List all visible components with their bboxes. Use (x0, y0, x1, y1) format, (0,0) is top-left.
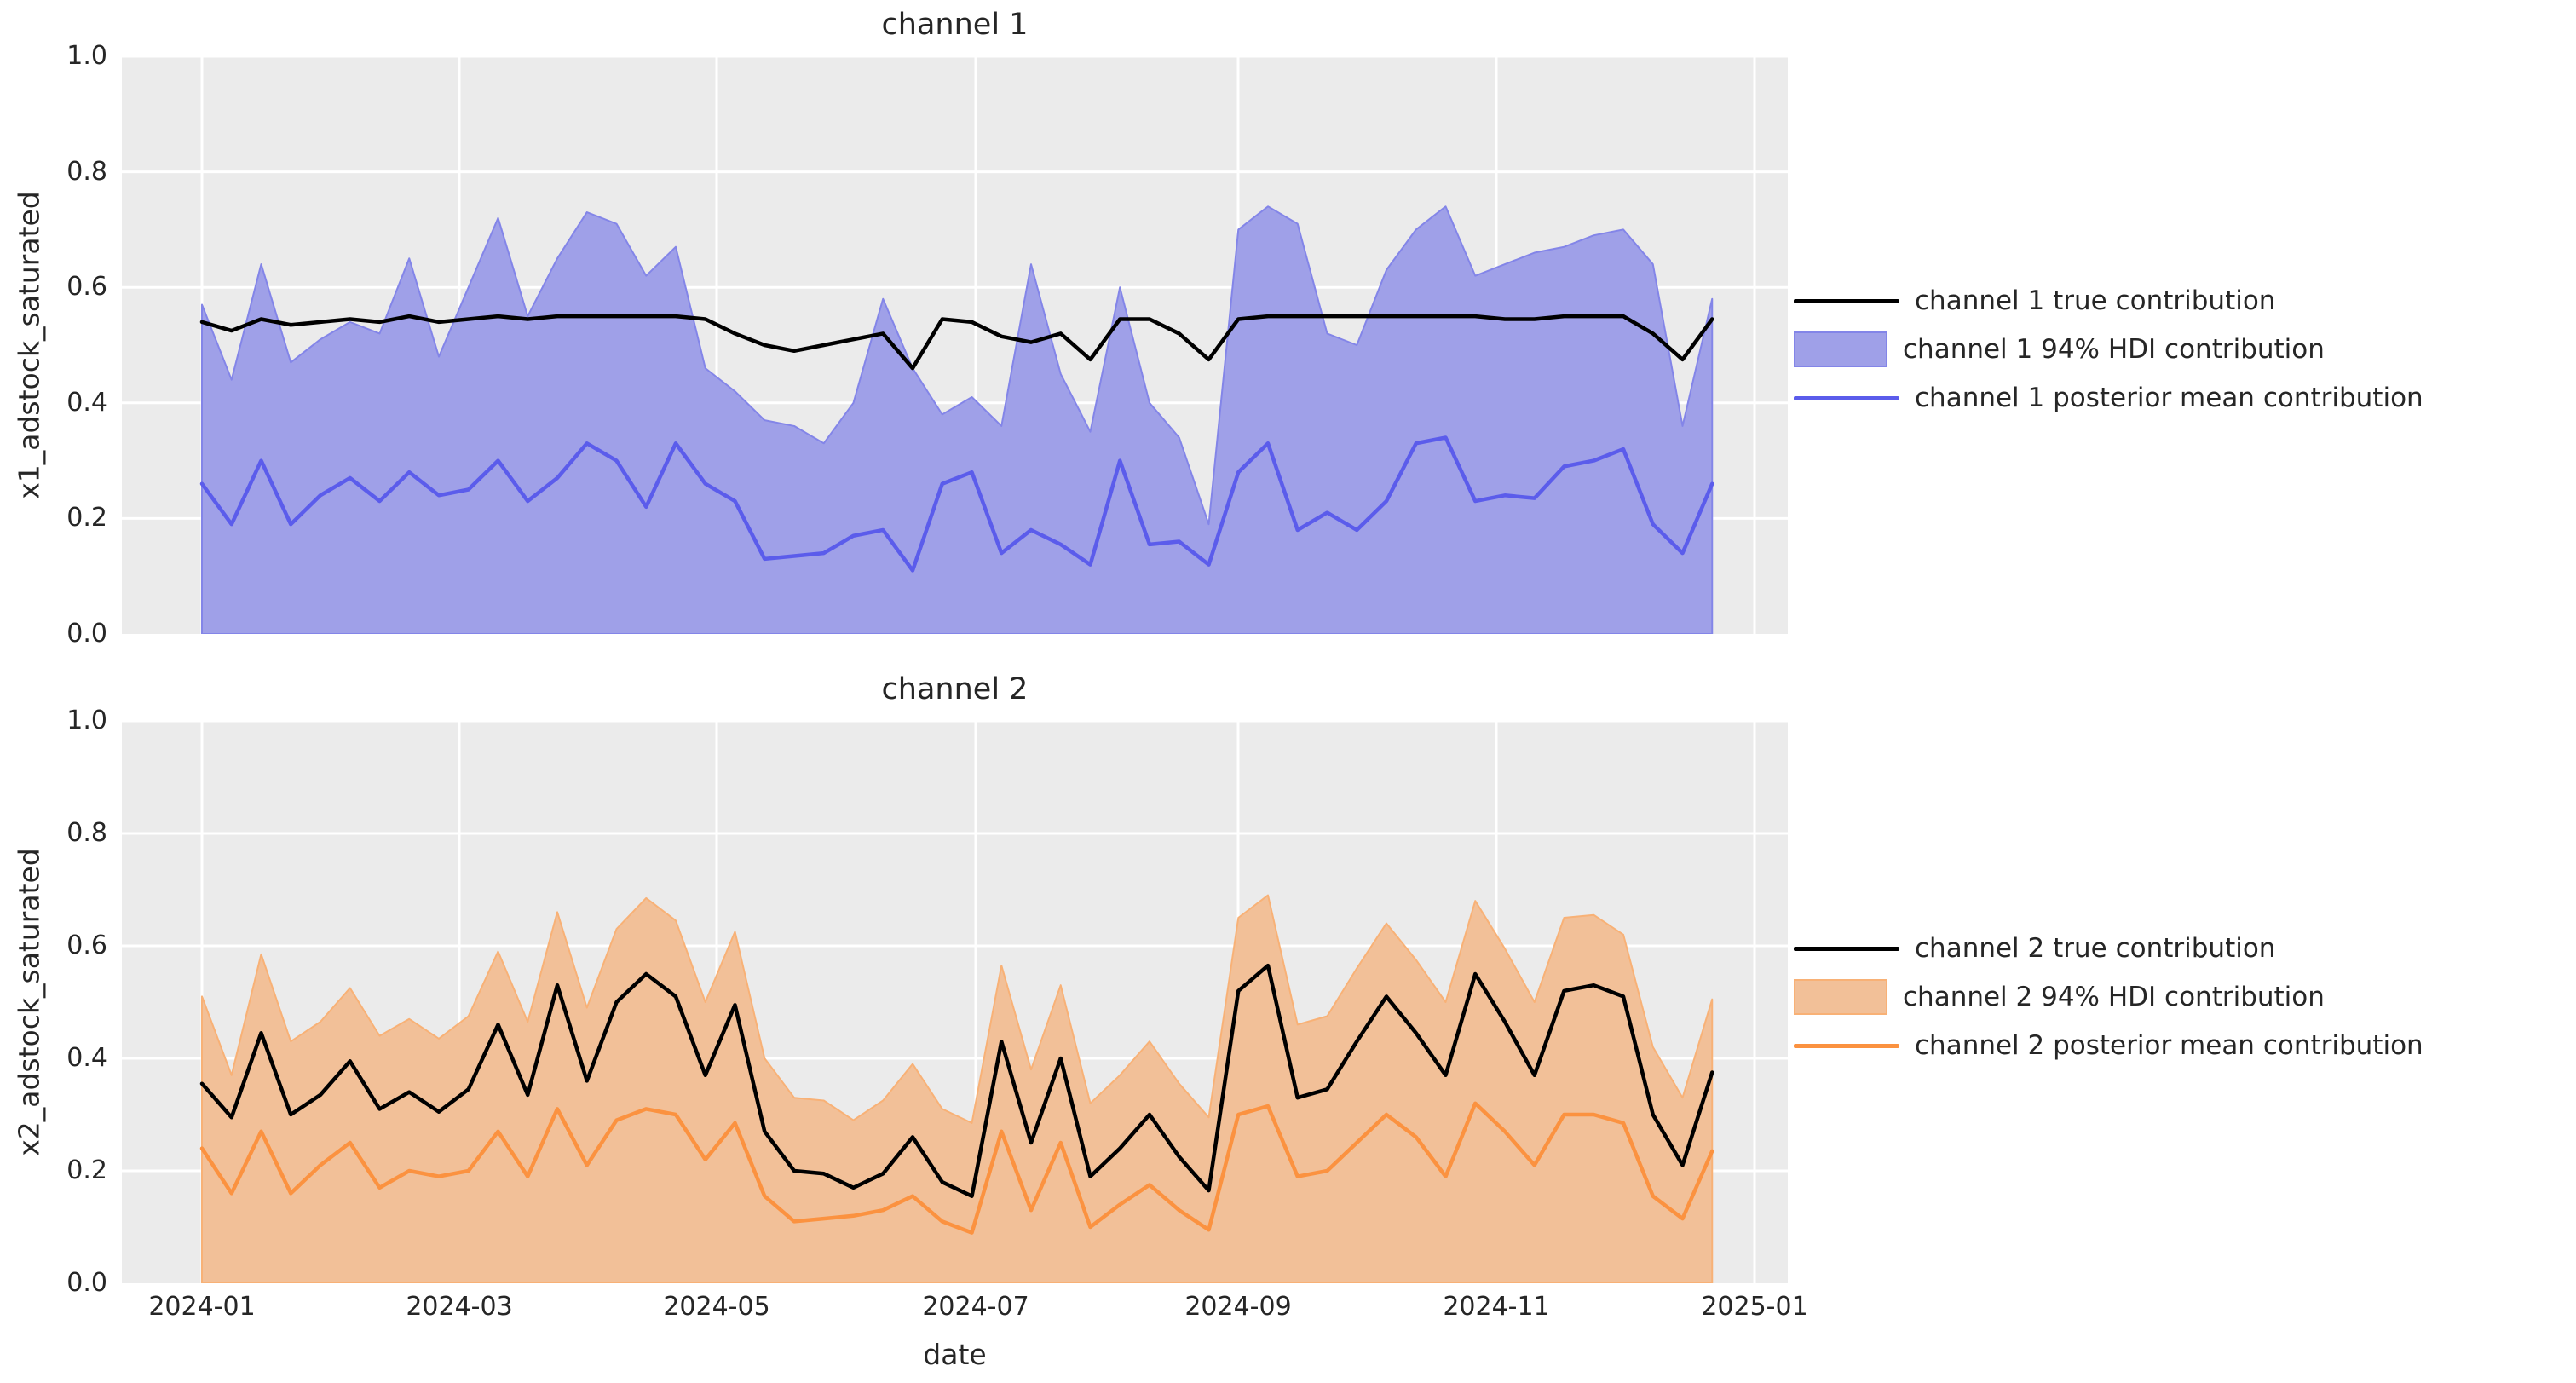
channel-2-chart (122, 721, 1788, 1283)
posterior-mean-line-swatch (1794, 395, 1899, 400)
channel-1-plot-area (122, 56, 1788, 634)
true-line-swatch (1794, 298, 1899, 303)
x-tick-label: 2024-05 (663, 1292, 770, 1322)
legend-label: channel 1 true contribution (1915, 285, 2276, 316)
y-tick-label: 0.4 (66, 1043, 107, 1073)
x-axis-label: date (923, 1338, 987, 1371)
x-tick-label: 2024-09 (1184, 1292, 1292, 1322)
legend-item: channel 1 94% HDI contribution (1794, 330, 2325, 369)
legend-label: channel 2 posterior mean contribution (1915, 1030, 2423, 1061)
y-axis-label-1: x1_adstock_saturated (12, 191, 46, 499)
hdi-band (201, 205, 1714, 634)
posterior-mean-line-swatch (1794, 1043, 1899, 1048)
y-tick-label: 0.2 (66, 1155, 107, 1185)
y-tick-label: 0.4 (66, 387, 107, 418)
channel-1-chart (122, 56, 1788, 634)
chart-1-title: channel 1 (881, 8, 1029, 42)
legend-item: channel 1 true contribution (1794, 281, 2275, 320)
legend-item: channel 2 94% HDI contribution (1794, 977, 2325, 1017)
y-tick-label: 1.0 (66, 706, 107, 735)
posterior-mean-line (199, 1101, 1714, 1235)
legend-item: channel 2 posterior mean contribution (1794, 1026, 2423, 1065)
true-line-swatch (1794, 946, 1899, 951)
legend-label: channel 1 posterior mean contribution (1915, 383, 2423, 413)
y-tick-label: 0.8 (66, 818, 107, 848)
y-tick-label: 0.6 (66, 931, 107, 960)
channel-2-plot-area (122, 721, 1788, 1283)
true-contribution-line (199, 963, 1714, 1198)
x-tick-label: 2024-11 (1443, 1292, 1550, 1322)
true-contribution-line (199, 314, 1714, 371)
y-axis-label-2: x2_adstock_saturated (12, 848, 46, 1156)
hdi-band (201, 894, 1714, 1283)
x-tick-label: 2024-07 (922, 1292, 1029, 1322)
y-tick-label: 0.6 (66, 272, 107, 303)
legend-label: channel 2 94% HDI contribution (1903, 982, 2325, 1012)
posterior-mean-line (199, 435, 1714, 573)
hdi-band-swatch (1794, 979, 1887, 1015)
y-tick-label: 0.8 (66, 156, 107, 187)
x-tick-label: 2024-03 (406, 1292, 513, 1322)
y-tick-label: 1.0 (66, 41, 107, 71)
x-tick-label: 2025-01 (1701, 1292, 1808, 1322)
legend-item: channel 1 posterior mean contribution (1794, 378, 2423, 418)
hdi-band-swatch (1794, 331, 1887, 367)
y-tick-label: 0.0 (66, 619, 107, 648)
y-tick-label: 0.0 (66, 1268, 107, 1298)
legend-label: channel 1 94% HDI contribution (1903, 334, 2325, 365)
chart-2-title: channel 2 (881, 672, 1029, 706)
x-tick-label: 2024-01 (148, 1292, 256, 1322)
legend-item: channel 2 true contribution (1794, 929, 2275, 968)
y-tick-label: 0.2 (66, 503, 107, 533)
legend-label: channel 2 true contribution (1915, 933, 2276, 964)
